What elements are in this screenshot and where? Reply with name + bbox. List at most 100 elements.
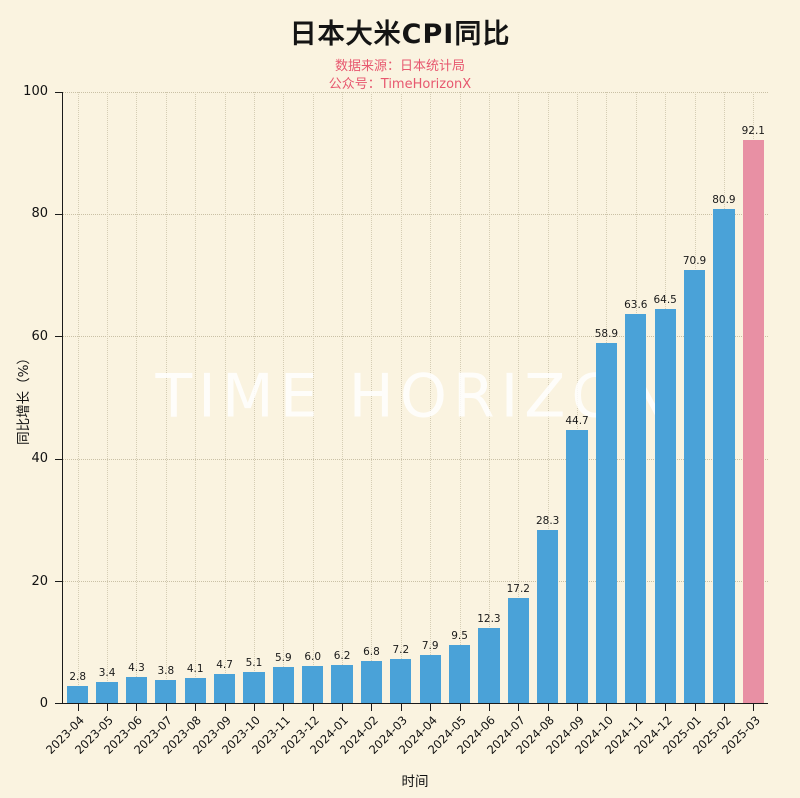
subtitle-data-source: 数据来源：日本统计局 bbox=[334, 59, 465, 74]
bar-group: 17.2 bbox=[504, 92, 533, 703]
y-tick-mark bbox=[55, 92, 62, 93]
y-tick-label: 40 bbox=[31, 451, 48, 467]
gridline-vertical bbox=[312, 92, 314, 703]
gridline-vertical bbox=[342, 92, 344, 703]
gridline-horizontal bbox=[63, 214, 768, 216]
bar-group: 9.5 bbox=[445, 92, 474, 703]
gridline-vertical bbox=[195, 92, 197, 703]
bar-group: 4.7 bbox=[210, 92, 239, 703]
bar bbox=[125, 676, 147, 703]
y-tick-label: 0 bbox=[39, 696, 48, 711]
gridline-vertical bbox=[165, 92, 167, 703]
x-tick-mark bbox=[107, 704, 109, 711]
bar bbox=[302, 666, 324, 703]
gridline-vertical bbox=[488, 92, 490, 703]
plot-area: TIME HORIZON 2.8 3.4 4.3 3.8 4.1 4.7 5.1 5.9 6.0… bbox=[55, 92, 768, 711]
bar-value-label: 64.5 bbox=[653, 293, 677, 306]
bar bbox=[537, 530, 559, 703]
y-tick-mark bbox=[55, 580, 62, 582]
gridline-vertical bbox=[107, 92, 109, 703]
bar-group: 7.9 bbox=[416, 92, 445, 703]
x-tick-mark bbox=[723, 704, 725, 711]
gridline-horizontal bbox=[63, 336, 768, 338]
bar bbox=[448, 644, 471, 703]
bar-value-label: 5.1 bbox=[245, 656, 263, 669]
bar-group: 3.4 bbox=[92, 92, 121, 703]
bar-value-label: 3.4 bbox=[98, 667, 116, 680]
bar bbox=[625, 314, 647, 703]
bar-value-label: 4.7 bbox=[216, 659, 233, 672]
bars-container: 2.8 3.4 4.3 3.8 4.1 4.7 5.1 5.9 6.0 6.2 6.8 7.2 7.9 9… bbox=[63, 92, 768, 703]
y-tick-mark bbox=[55, 214, 62, 216]
bar-value-label: 7.2 bbox=[392, 644, 410, 657]
y-tick-mark bbox=[55, 336, 62, 338]
x-tick-mark bbox=[518, 704, 520, 711]
bar-group: 3.8 bbox=[151, 92, 180, 703]
x-tick-mark bbox=[371, 704, 373, 711]
bar bbox=[478, 627, 500, 703]
x-tick-mark bbox=[342, 704, 344, 711]
y-tick-label: 60 bbox=[31, 328, 48, 344]
x-tick-mark bbox=[753, 704, 755, 711]
watermark: TIME HORIZON bbox=[155, 361, 676, 432]
y-tick-label: 100 bbox=[23, 84, 48, 99]
bar bbox=[683, 269, 706, 703]
bar bbox=[331, 665, 353, 703]
x-tick-mark bbox=[77, 704, 79, 711]
x-tick-mark bbox=[606, 704, 608, 711]
bar-value-label: 6.0 bbox=[304, 651, 322, 664]
bar-group: 92.1 bbox=[739, 92, 768, 703]
gridline-vertical bbox=[400, 92, 402, 703]
bar bbox=[595, 343, 617, 703]
gridline-vertical bbox=[577, 92, 579, 703]
y-tick-label: 80 bbox=[31, 206, 48, 222]
bar-value-label: 4.1 bbox=[186, 662, 204, 675]
bar-group: 6.2 bbox=[327, 92, 356, 703]
x-tick-mark bbox=[577, 704, 579, 711]
bar bbox=[390, 659, 412, 703]
x-tick-mark bbox=[547, 704, 549, 711]
bar-value-label: 58.9 bbox=[594, 328, 619, 341]
bar-value-label: 70.9 bbox=[682, 254, 707, 267]
x-tick-mark bbox=[195, 704, 197, 711]
gridline-horizontal bbox=[63, 92, 768, 93]
bar-value-label: 6.8 bbox=[363, 646, 380, 659]
bar-value-label: 44.7 bbox=[565, 414, 589, 427]
bar-value-label: 3.8 bbox=[157, 664, 175, 677]
y-tick-mark bbox=[55, 458, 62, 460]
x-tick-mark bbox=[665, 704, 667, 711]
bar-value-label: 17.2 bbox=[506, 582, 530, 595]
bar-group: 6.0 bbox=[298, 92, 327, 703]
bar-value-label: 4.3 bbox=[128, 661, 145, 674]
subtitle-account: 公众号：TimeHorizonX bbox=[328, 77, 472, 92]
bar bbox=[566, 429, 588, 703]
gridline-vertical bbox=[253, 92, 255, 703]
bar-group: 44.7 bbox=[562, 92, 591, 703]
bar-value-label: 7.9 bbox=[421, 639, 439, 652]
chart-title: 日本大米CPI同比 bbox=[289, 19, 511, 50]
bar-group: 63.6 bbox=[621, 92, 650, 703]
x-tick-mark bbox=[430, 704, 432, 711]
x-tick-mark bbox=[694, 704, 696, 711]
gridline-vertical bbox=[136, 92, 138, 703]
bar bbox=[96, 682, 118, 703]
bar-value-label: 12.3 bbox=[477, 612, 501, 625]
bar-group: 5.9 bbox=[269, 92, 298, 703]
x-tick-mark bbox=[400, 704, 402, 711]
bar bbox=[184, 677, 206, 703]
bar-group: 70.9 bbox=[680, 92, 709, 703]
x-tick-mark bbox=[459, 704, 461, 711]
bar-value-label: 63.6 bbox=[624, 299, 648, 312]
x-tick-mark bbox=[165, 704, 167, 711]
bar-group: 4.1 bbox=[181, 92, 210, 703]
bar bbox=[155, 679, 177, 703]
x-tick-mark bbox=[253, 704, 255, 711]
bar bbox=[272, 666, 294, 703]
x-tick-mark bbox=[283, 704, 285, 711]
bar-value-label: 2.8 bbox=[69, 670, 87, 683]
bar-value-label: 5.9 bbox=[274, 651, 292, 664]
x-tick-mark bbox=[635, 704, 637, 711]
gridline-vertical bbox=[77, 92, 79, 703]
y-axis-tick-labels: 0 20 40 60 80 100 bbox=[0, 84, 50, 711]
